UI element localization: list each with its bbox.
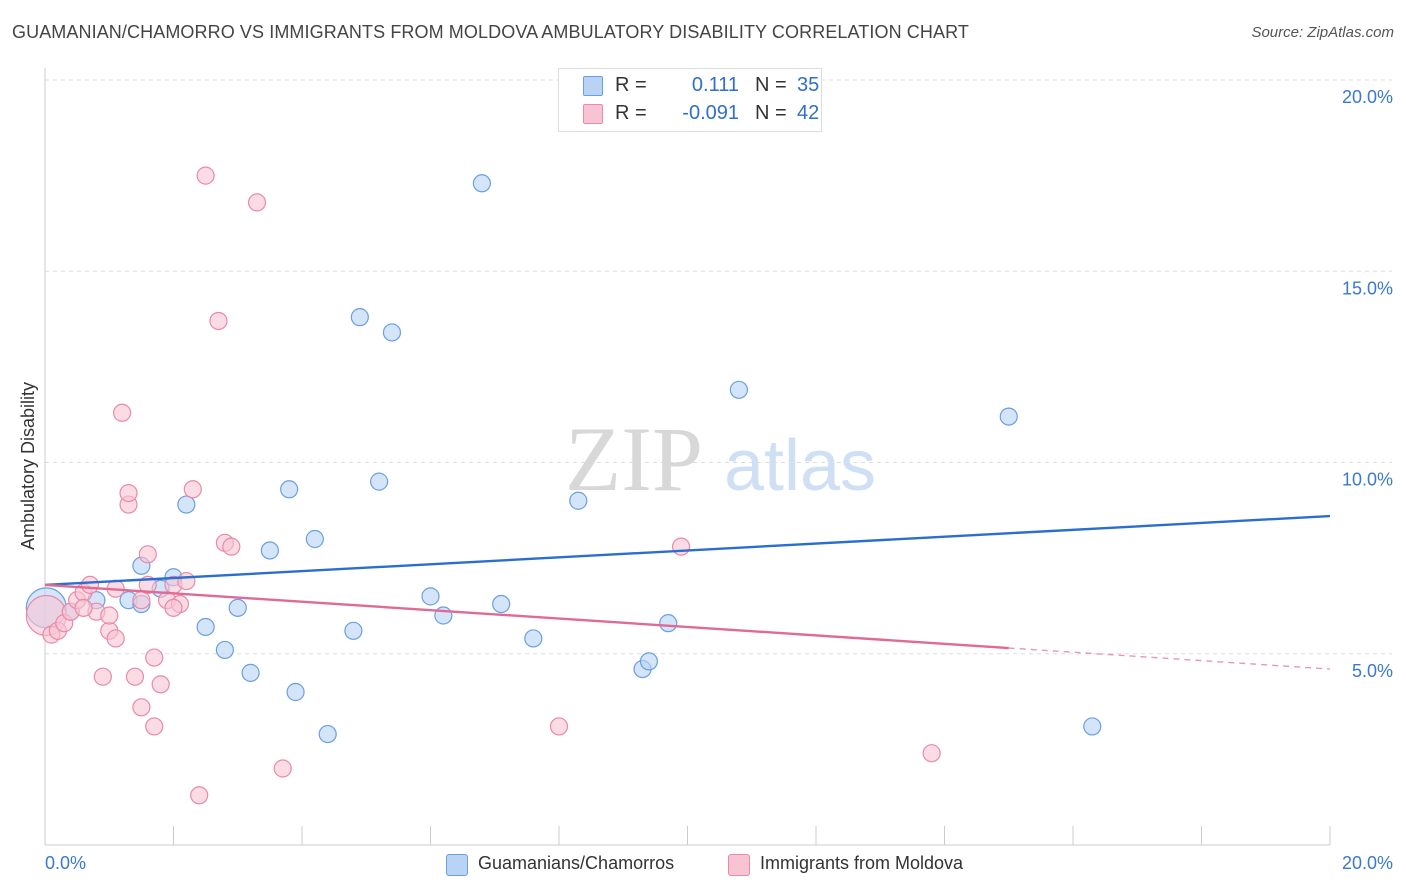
legend-n-label: N = <box>755 102 787 124</box>
moldova-point <box>80 575 100 595</box>
guamanian-point <box>286 682 305 702</box>
legend-n-value: 35 <box>797 74 820 96</box>
bottom-legend-label: Immigrants from Moldova <box>760 853 964 873</box>
x-tick-label-max: 20.0% <box>1342 853 1393 873</box>
moldova-point <box>164 598 183 617</box>
y-tick-label: 10.0% <box>1342 470 1393 490</box>
moldova-point <box>177 571 196 591</box>
legend-r-label: R = <box>615 102 647 124</box>
guamanian-point <box>350 308 369 327</box>
moldova-point <box>671 537 691 556</box>
guamanian-point <box>659 614 678 633</box>
moldova-point <box>125 667 145 686</box>
moldova-point <box>247 193 267 212</box>
axis-layer <box>44 68 1331 846</box>
bottom-legend-label: Guamanians/Chamorros <box>478 853 675 873</box>
guamanian-point <box>492 594 511 614</box>
moldova-point <box>183 480 202 499</box>
legend-r-value: 0.111 <box>691 74 739 96</box>
guamanian-point <box>241 663 260 682</box>
guamanian-point <box>472 174 491 193</box>
guamanian-point <box>370 472 389 491</box>
moldova-point <box>145 648 164 667</box>
guamanian-point <box>177 495 196 514</box>
moldova-point <box>100 606 119 625</box>
moldova-point <box>112 403 132 422</box>
bottom-legend-swatch-pink <box>728 854 750 876</box>
moldova-point <box>190 786 209 805</box>
correlation-legend: R = 0.111 N = 35 R = -0.091 N = 42 <box>558 68 822 132</box>
source-credit: Source: ZipAtlas.com <box>1251 24 1394 41</box>
guamanian-point <box>1083 717 1102 736</box>
guamanian-point <box>729 380 749 399</box>
moldova-point <box>138 545 157 564</box>
label-layer: 5.0% 10.0% 15.0% 20.0% 0.0% 20.0% <box>45 87 1393 873</box>
bottom-legend-swatch-blue <box>446 854 468 876</box>
guamanian-point <box>382 323 402 342</box>
legend-n-value: 42 <box>797 102 820 124</box>
moldova-point <box>151 675 170 694</box>
moldova-point <box>273 759 292 778</box>
guamanian-point <box>639 652 659 671</box>
guamanian-point <box>524 629 543 648</box>
moldova-point <box>74 598 93 617</box>
trend-layer <box>44 514 1331 670</box>
moldova-point <box>922 744 941 763</box>
moldova-point <box>132 591 151 610</box>
y-tick-label: 20.0% <box>1342 87 1393 107</box>
guamanian-point <box>999 407 1018 426</box>
chart-title: GUAMANIAN/CHAMORRO VS IMMIGRANTS FROM MO… <box>12 22 969 42</box>
guamanian-point <box>196 617 215 637</box>
moldova-point <box>119 484 138 503</box>
watermark-zip: ZIP <box>565 408 703 510</box>
x-tick-label-min: 0.0% <box>45 853 86 873</box>
guamanian-point <box>260 541 279 560</box>
trend-line-moldova <box>44 583 1009 650</box>
guamanian-point <box>228 598 247 617</box>
y-axis-label-text: Ambulatory Disability <box>18 381 38 550</box>
points-layer <box>25 166 1102 805</box>
moldova-point <box>106 629 125 648</box>
guamanian-point <box>280 480 299 499</box>
moldova-point <box>196 166 215 185</box>
legend-swatch-pink <box>583 104 603 124</box>
legend-n-label: N = <box>755 74 787 96</box>
legend-r-value: -0.091 <box>682 102 739 124</box>
guamanian-point <box>215 640 234 660</box>
guamanian-point <box>569 491 588 510</box>
guamanian-point <box>318 724 337 744</box>
moldova-point <box>222 537 241 556</box>
trend-line-moldova-extension <box>1008 647 1331 670</box>
grid-layer <box>45 79 1392 655</box>
watermark: ZIP atlas <box>565 408 876 510</box>
y-tick-label: 15.0% <box>1342 278 1393 298</box>
moldova-point <box>132 698 151 717</box>
moldova-point <box>549 717 569 736</box>
y-axis-label: Ambulatory Disability <box>18 287 39 550</box>
trend-line-guamanian <box>44 514 1331 587</box>
y-tick-label: 5.0% <box>1352 661 1393 681</box>
moldova-point <box>209 311 228 331</box>
moldova-point <box>93 667 112 686</box>
watermark-atlas: atlas <box>724 426 876 506</box>
moldova-point <box>145 717 164 736</box>
guamanian-point <box>344 621 363 640</box>
guamanian-point <box>421 587 440 606</box>
legend-swatch-blue <box>583 76 603 96</box>
guamanian-point <box>305 529 324 549</box>
legend-r-label: R = <box>615 74 647 96</box>
